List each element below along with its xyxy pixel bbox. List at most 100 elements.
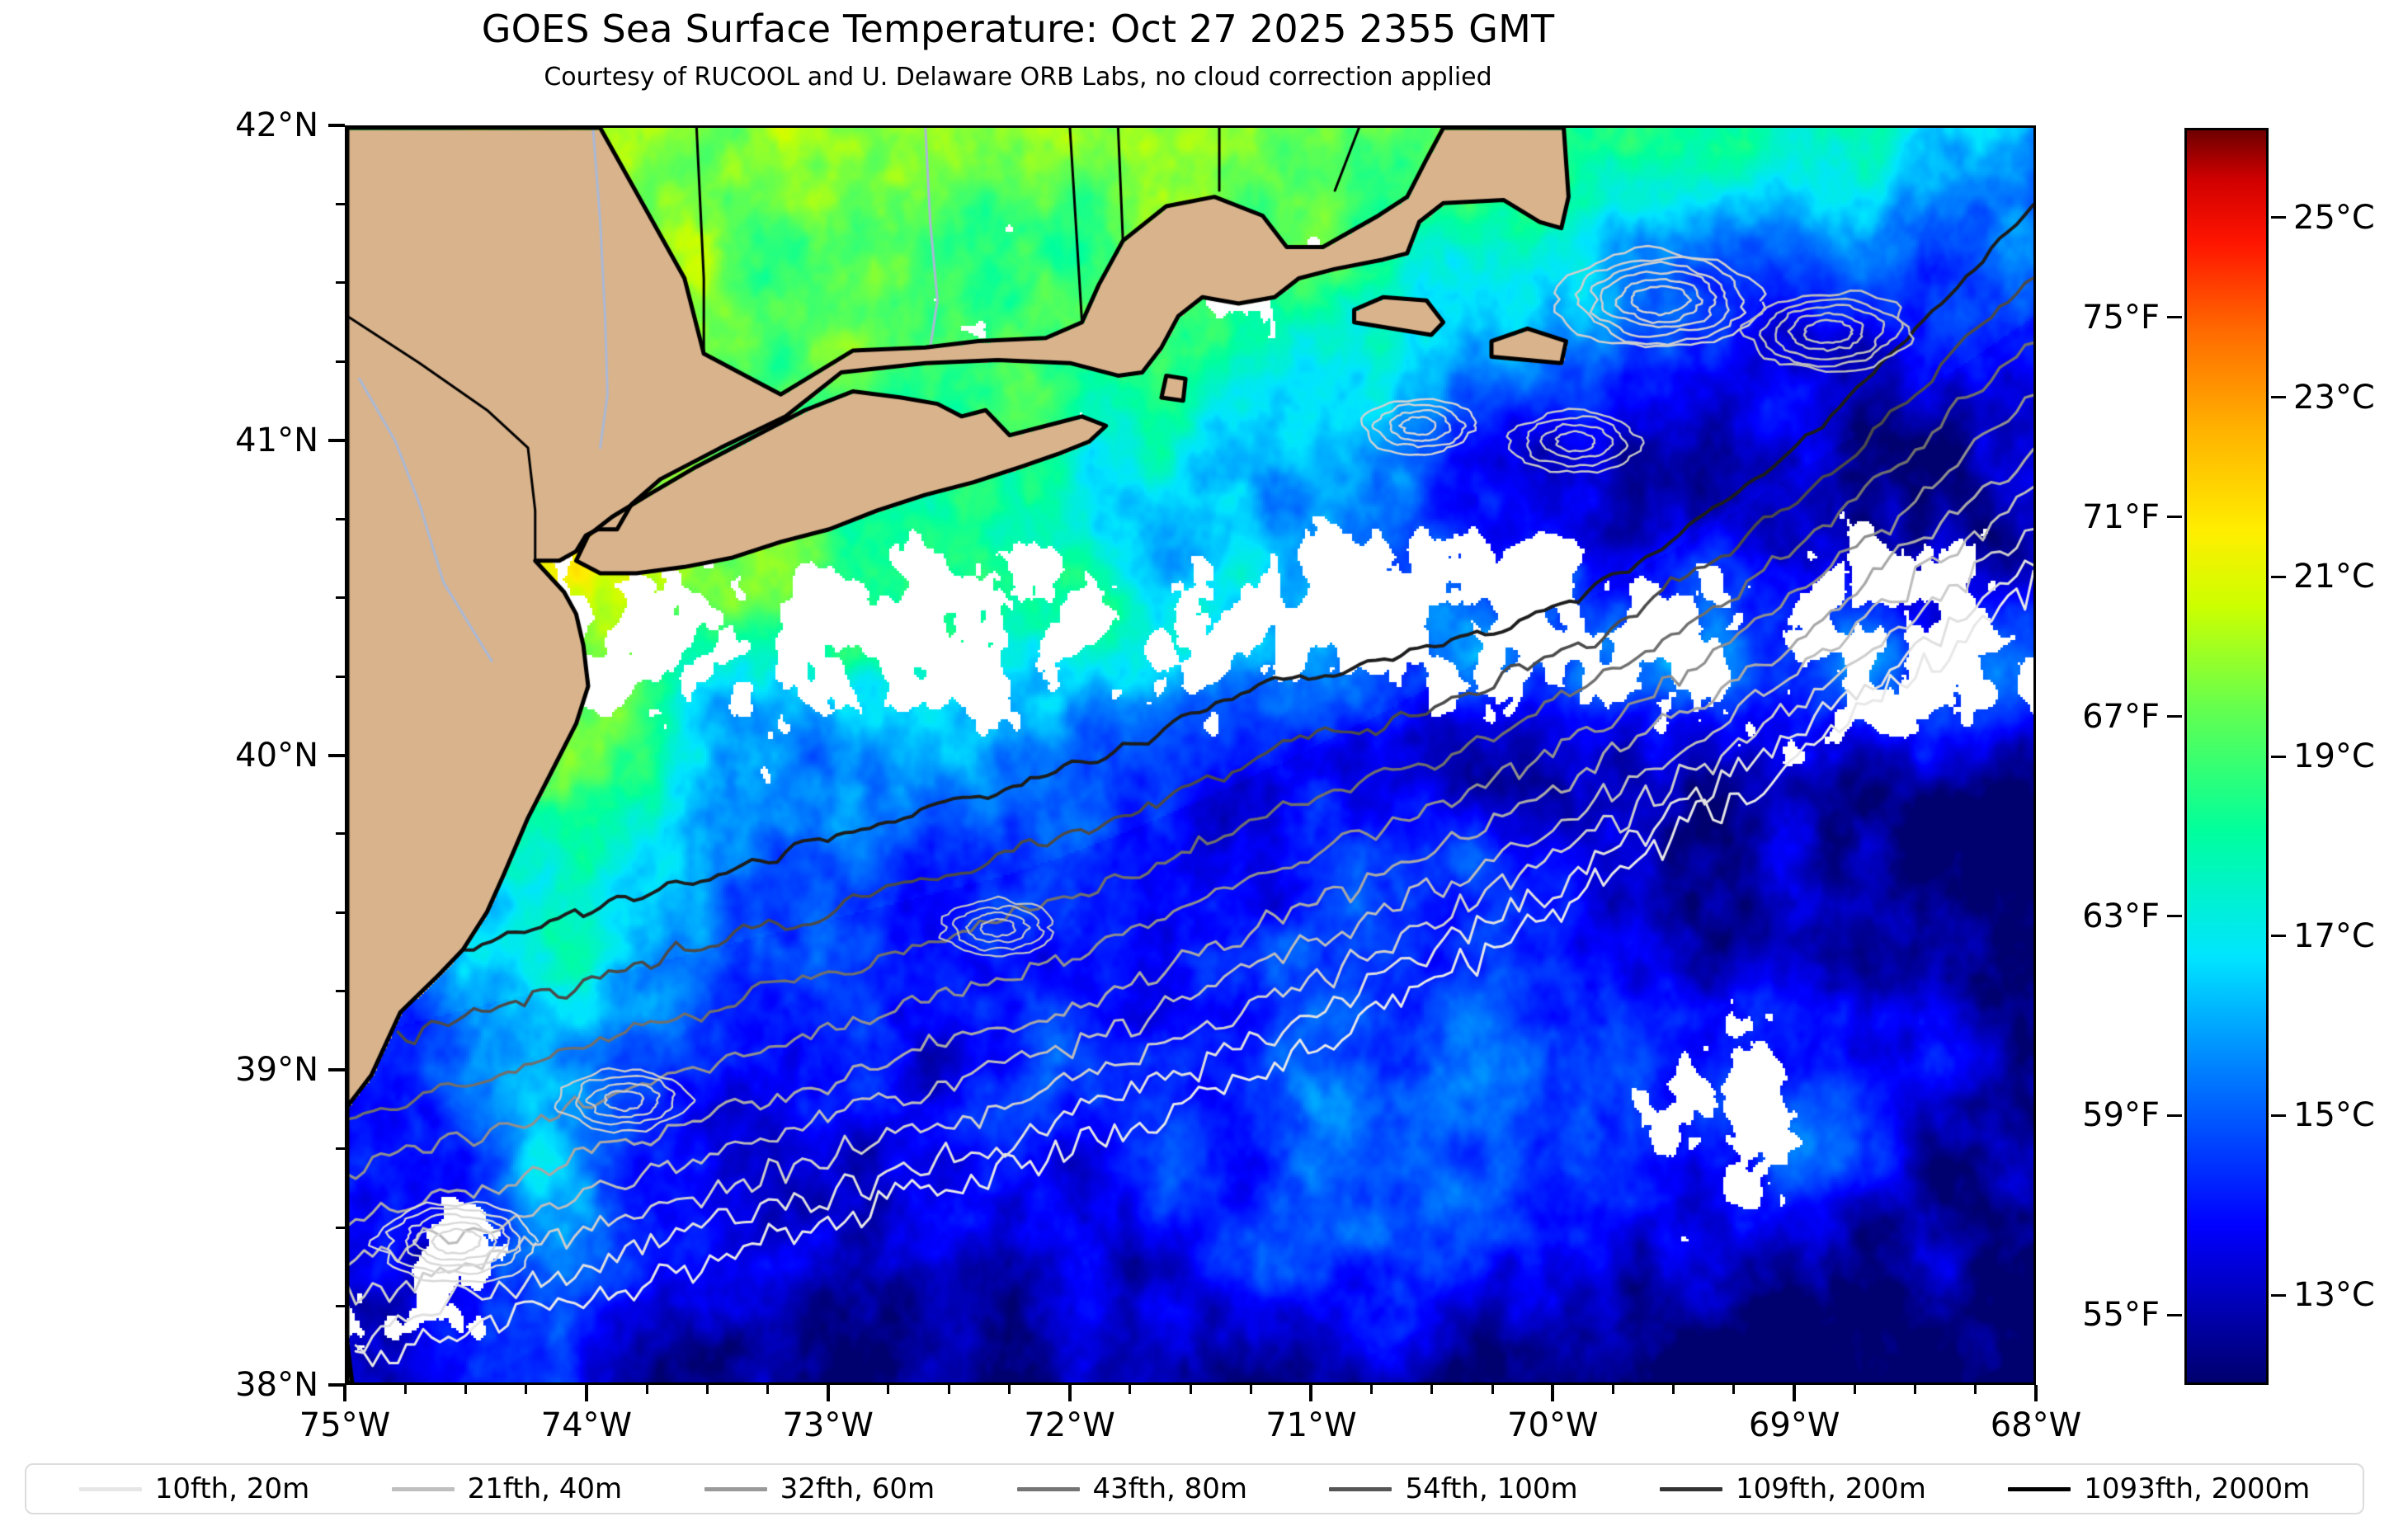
colorbar-tick-celsius xyxy=(2271,755,2286,758)
legend-item-label: 10fth, 20m xyxy=(154,1472,310,1505)
x-tick xyxy=(1007,1385,1011,1394)
legend-line-swatch xyxy=(1016,1486,1080,1491)
y-tick xyxy=(328,753,345,757)
legend-line-swatch xyxy=(1329,1486,1392,1491)
bathymetry-depth-legend: 10fth, 20m 21fth, 40m 32fth, 60m 43fth, 80m… xyxy=(25,1463,2364,1514)
colorbar-tick-fahrenheit xyxy=(2167,1313,2182,1316)
y-tick xyxy=(336,596,345,600)
colorbar-tick-fahrenheit xyxy=(2167,516,2182,519)
colorbar-label-fahrenheit: 75°F xyxy=(2082,298,2160,337)
colorbar-label-celsius: 13°C xyxy=(2293,1276,2375,1315)
legend-item-label: 1093fth, 2000m xyxy=(2084,1472,2311,1505)
x-tick xyxy=(1974,1385,1977,1394)
legend-item: 54fth, 100m xyxy=(1329,1472,1578,1505)
x-tick xyxy=(705,1385,709,1394)
x-axis-tick-label: 71°W xyxy=(1265,1406,1357,1444)
y-axis-tick-label: 38°N xyxy=(235,1366,318,1404)
x-tick xyxy=(464,1385,467,1394)
colorbar-tick-celsius xyxy=(2271,1114,2286,1117)
y-axis-tick-label: 39°N xyxy=(235,1051,318,1090)
legend-line-swatch xyxy=(704,1486,767,1491)
x-tick xyxy=(584,1385,588,1401)
page-title: GOES Sea Surface Temperature: Oct 27 202… xyxy=(481,7,1555,51)
colorbar-tick-fahrenheit xyxy=(2167,715,2182,718)
x-tick xyxy=(1551,1385,1555,1401)
x-axis-tick-label: 70°W xyxy=(1507,1406,1599,1444)
legend-item: 32fth, 60m xyxy=(704,1472,935,1505)
y-tick xyxy=(328,1383,345,1387)
colorbar-tick-celsius xyxy=(2271,216,2286,219)
colorbar-tick-fahrenheit xyxy=(2167,316,2182,319)
colorbar-tick-fahrenheit xyxy=(2167,1114,2182,1117)
x-axis-tick-label: 73°W xyxy=(782,1406,874,1444)
x-tick xyxy=(766,1385,769,1394)
x-tick xyxy=(525,1385,528,1394)
colorbar-tick-celsius xyxy=(2271,935,2286,938)
x-axis-tick-label: 75°W xyxy=(299,1406,391,1444)
colorbar-label-fahrenheit: 55°F xyxy=(2082,1296,2160,1335)
y-tick xyxy=(336,911,345,914)
x-tick xyxy=(1491,1385,1494,1394)
sst-heatmap-canvas xyxy=(347,128,2033,1382)
legend-item-label: 43fth, 80m xyxy=(1092,1472,1248,1505)
y-tick xyxy=(336,1147,345,1151)
colorbar-tick-fahrenheit xyxy=(2167,915,2182,918)
colorbar-label-celsius: 21°C xyxy=(2293,558,2375,596)
x-tick xyxy=(887,1385,890,1394)
x-tick xyxy=(2034,1385,2038,1401)
y-tick xyxy=(336,281,345,285)
x-tick xyxy=(1430,1385,1434,1394)
x-axis-tick-label: 68°W xyxy=(1990,1406,2082,1444)
legend-item: 10fth, 20m xyxy=(78,1472,310,1505)
y-tick xyxy=(336,990,345,993)
legend-item-label: 32fth, 60m xyxy=(780,1472,935,1505)
colorbar-tick-celsius xyxy=(2271,575,2286,578)
x-tick xyxy=(1853,1385,1856,1394)
x-tick xyxy=(343,1385,346,1401)
colorbar-label-fahrenheit: 63°F xyxy=(2082,897,2160,935)
colorbar-label-celsius: 19°C xyxy=(2293,737,2375,775)
legend-line-swatch xyxy=(1660,1486,1723,1491)
y-tick xyxy=(336,517,345,520)
page-subtitle: Courtesy of RUCOOL and U. Delaware ORB L… xyxy=(544,63,1492,92)
colorbar-label-fahrenheit: 67°F xyxy=(2082,697,2160,736)
y-tick xyxy=(336,1226,345,1229)
y-tick xyxy=(336,1305,345,1308)
colorbar-label-fahrenheit: 59°F xyxy=(2082,1096,2160,1135)
x-tick xyxy=(1672,1385,1675,1394)
y-tick xyxy=(328,124,345,127)
colorbar-label-celsius: 23°C xyxy=(2293,378,2375,417)
x-tick xyxy=(947,1385,950,1394)
y-axis-tick-label: 41°N xyxy=(235,421,318,459)
y-tick xyxy=(336,202,345,205)
y-tick xyxy=(328,438,345,442)
x-tick xyxy=(1793,1385,1797,1401)
colorbar-label-celsius: 25°C xyxy=(2293,198,2375,237)
legend-item: 21fth, 40m xyxy=(391,1472,623,1505)
x-tick xyxy=(1732,1385,1736,1394)
legend-line-swatch xyxy=(391,1486,455,1491)
legend-item: 109fth, 200m xyxy=(1660,1472,1926,1505)
legend-item: 43fth, 80m xyxy=(1016,1472,1248,1505)
x-tick xyxy=(1612,1385,1614,1394)
y-tick xyxy=(328,1068,345,1072)
colorbar-tick-celsius xyxy=(2271,396,2286,399)
colorbar-tick-celsius xyxy=(2271,1293,2286,1297)
x-tick xyxy=(645,1385,648,1394)
legend-item-label: 109fth, 200m xyxy=(1736,1472,1926,1505)
x-tick xyxy=(1309,1385,1313,1401)
x-axis-tick-label: 74°W xyxy=(540,1406,633,1444)
y-axis-tick-label: 42°N xyxy=(235,106,318,144)
x-tick xyxy=(1189,1385,1192,1394)
x-tick xyxy=(1914,1385,1917,1394)
colorbar-label-celsius: 15°C xyxy=(2293,1096,2375,1135)
legend-item-label: 54fth, 100m xyxy=(1405,1472,1578,1505)
legend-line-swatch xyxy=(78,1486,142,1491)
x-tick xyxy=(1249,1385,1252,1394)
colorbar-label-celsius: 17°C xyxy=(2293,916,2375,955)
legend-item-label: 21fth, 40m xyxy=(467,1472,623,1505)
x-tick xyxy=(1067,1385,1072,1401)
x-axis-tick-label: 69°W xyxy=(1748,1406,1840,1444)
x-tick xyxy=(1129,1385,1132,1394)
y-axis-tick-label: 40°N xyxy=(235,736,318,775)
